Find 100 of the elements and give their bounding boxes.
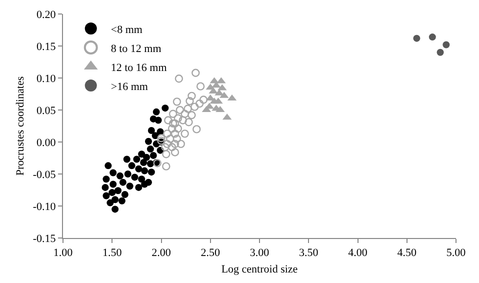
point <box>176 106 184 114</box>
point <box>162 162 170 170</box>
point <box>112 196 119 204</box>
point <box>162 150 170 158</box>
point <box>150 152 157 159</box>
point <box>144 138 152 145</box>
point <box>161 143 170 152</box>
point <box>172 134 182 143</box>
point <box>114 187 122 194</box>
point <box>442 41 450 48</box>
x-tick-label: 2.00 <box>152 247 172 260</box>
point <box>102 184 109 191</box>
point <box>133 156 140 163</box>
point <box>152 132 159 140</box>
point <box>152 108 160 116</box>
point <box>148 168 155 176</box>
y-tick-label: -0.15 <box>32 232 56 245</box>
point <box>146 146 154 153</box>
y-axis-title: Procrustes coordinates <box>14 76 27 176</box>
point <box>131 174 138 181</box>
point <box>172 98 182 106</box>
y-tick-label: 0.20 <box>36 8 56 21</box>
point <box>123 156 130 163</box>
x-tick-label: 5.00 <box>446 247 466 260</box>
point <box>174 124 182 133</box>
legend-label: >16 mm <box>110 80 148 93</box>
point <box>168 119 178 128</box>
point <box>195 100 204 108</box>
point <box>176 140 185 148</box>
point <box>146 160 154 168</box>
point <box>112 206 119 213</box>
point <box>170 119 180 128</box>
point <box>119 178 126 186</box>
point <box>108 189 116 196</box>
point <box>140 158 148 166</box>
point <box>118 197 126 204</box>
point <box>184 104 192 113</box>
point <box>168 143 176 152</box>
point <box>162 104 169 112</box>
y-tick-label: 0.05 <box>36 104 56 117</box>
point <box>192 68 200 77</box>
point <box>192 125 201 134</box>
y-tick-label: 0.15 <box>36 40 56 53</box>
point <box>157 134 166 142</box>
point <box>180 110 189 118</box>
point <box>104 162 112 170</box>
point <box>170 140 180 148</box>
point <box>141 167 148 174</box>
point <box>166 134 174 143</box>
point <box>436 48 444 56</box>
point <box>141 180 148 188</box>
point <box>128 162 136 170</box>
y-tick-label: -0.05 <box>32 168 56 181</box>
point <box>184 118 193 126</box>
point <box>121 190 128 198</box>
point <box>124 170 132 178</box>
y-tick-label: -0.10 <box>32 200 56 213</box>
x-tick-label: 4.00 <box>348 247 368 260</box>
x-tick-label: 1.00 <box>53 247 74 260</box>
point <box>199 96 208 104</box>
point <box>102 176 110 183</box>
y-tick-label: 0.00 <box>36 136 56 149</box>
point <box>148 126 155 134</box>
point <box>190 102 199 111</box>
point <box>428 34 436 41</box>
point <box>170 148 180 156</box>
point <box>188 92 196 100</box>
point <box>170 130 180 138</box>
point <box>163 140 172 148</box>
x-tick-label: 3.50 <box>299 247 319 260</box>
point <box>138 150 146 158</box>
x-tick-label: 3.00 <box>250 247 270 260</box>
point <box>154 116 162 124</box>
legend-label: 12 to 16 mm <box>110 62 168 74</box>
point <box>186 96 194 106</box>
point <box>138 176 146 183</box>
point <box>116 172 124 180</box>
point <box>174 114 182 122</box>
point <box>188 111 196 120</box>
legend-label: <8 mm <box>110 24 143 36</box>
point <box>178 116 187 124</box>
point <box>164 116 172 124</box>
point <box>110 180 117 188</box>
point <box>168 110 178 118</box>
point <box>196 82 205 90</box>
point <box>110 169 117 176</box>
x-tick-label: 2.50 <box>200 247 221 260</box>
point <box>126 182 134 190</box>
x-tick-label: 4.50 <box>397 247 418 260</box>
point <box>180 130 189 138</box>
point <box>163 130 172 138</box>
point <box>135 165 142 172</box>
legend-label: 8 to 12 mm <box>110 42 162 55</box>
point <box>106 199 114 206</box>
point <box>174 74 184 83</box>
point <box>168 124 176 133</box>
point <box>413 34 420 42</box>
point <box>102 192 110 200</box>
point <box>135 184 142 191</box>
x-tick-label: 1.50 <box>102 247 122 260</box>
